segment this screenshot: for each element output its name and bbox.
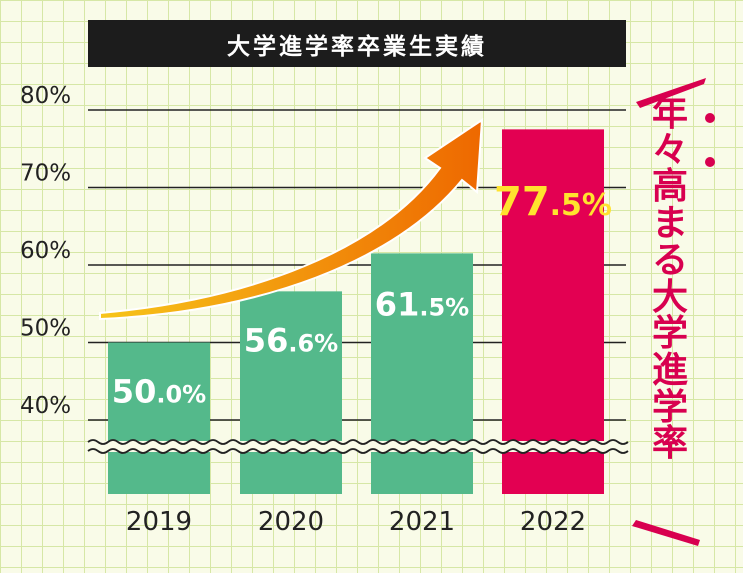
data-label: 61.5%: [375, 285, 469, 323]
side-caption-char: ま: [651, 203, 688, 245]
y-tick-label: 80%: [20, 83, 71, 109]
side-caption-char: 大: [651, 276, 688, 318]
caption-dot: [705, 157, 715, 167]
side-caption-char: 年: [651, 93, 688, 134]
bar: [240, 291, 342, 494]
y-tick-label: 70%: [20, 161, 71, 187]
bar: [502, 129, 604, 494]
y-tick-label: 50%: [20, 316, 71, 342]
y-tick-label: 60%: [20, 238, 71, 264]
trend-arrow: [99, 118, 484, 321]
bar: [108, 342, 210, 494]
side-caption-char: 学: [651, 386, 688, 428]
side-caption: 年々高まる大学進学率: [640, 93, 700, 465]
axis-break-line: [87, 439, 629, 445]
side-caption-char: 高: [651, 166, 688, 208]
data-label: 50.0%: [112, 373, 206, 411]
x-tick-label: 2020: [258, 507, 324, 537]
side-caption-char: 学: [651, 313, 688, 355]
x-tick-label: 2022: [520, 507, 586, 537]
data-label: 77.5%: [494, 179, 612, 225]
side-caption-char: る: [651, 239, 688, 281]
x-tick-label: 2019: [126, 507, 192, 537]
caption-dot: [705, 113, 715, 123]
bar: [371, 253, 473, 494]
side-caption-char: 進: [651, 350, 688, 392]
axis-break-line: [87, 448, 629, 454]
side-caption-char: 率: [651, 423, 688, 465]
y-tick-label: 40%: [20, 393, 71, 419]
axis-break-band: [88, 441, 626, 452]
data-label: 56.6%: [244, 321, 338, 359]
caption-bracket-top: [636, 78, 706, 108]
chart-title: 大学進学率卒業生実績: [88, 20, 626, 67]
side-caption-char: 々: [651, 129, 688, 171]
caption-bracket-bottom: [632, 520, 700, 546]
x-tick-label: 2021: [389, 507, 455, 537]
